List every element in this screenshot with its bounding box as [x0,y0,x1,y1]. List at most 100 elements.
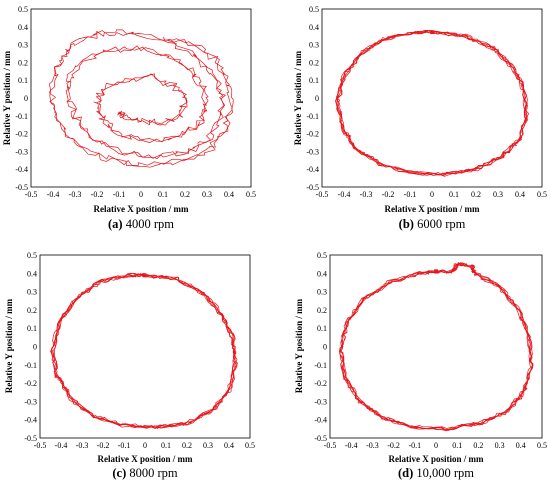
x-tick-label: 0.3 [493,190,503,199]
x-tick-label: 0.3 [202,190,212,199]
x-tick-label: 0.2 [471,190,481,199]
x-axis-label: Relative X position / mm [98,454,193,464]
orbit-series-line [339,262,533,431]
x-axis-label: Relative X position / mm [94,204,189,214]
y-tick-label: 0.1 [309,76,319,85]
x-tick-label: 0.2 [180,190,190,199]
x-tick-label: 0.5 [537,190,547,199]
y-tick-label: 0 [33,343,37,352]
x-tick-label: 0.4 [516,441,526,450]
y-tick-label: 0.3 [27,288,37,297]
x-axis-label: Relative X position / mm [389,454,484,464]
orbit-trace [49,29,234,168]
y-tick-label: 0.5 [309,5,319,14]
y-tick-label: -0.1 [306,112,319,121]
orbit-series-line [339,262,534,432]
y-tick-label: 0.4 [317,269,327,278]
y-tick-label: -0.4 [24,416,37,425]
y-tick-label: -0.2 [15,130,28,139]
panel-caption: (c) 8000 rpm [112,466,178,480]
y-tick-label: -0.1 [15,112,28,121]
x-tick-label: -0.1 [404,190,417,199]
y-tick-label: 0.2 [317,306,327,315]
x-tick-label: 0.3 [203,441,213,450]
x-tick-label: -0.5 [34,441,47,450]
orbit-panel-d: -0.5 -0.4 -0.3 -0.2 -0.1 0 0.1 0.2 0.3 0.4 0.5 -0.… [294,251,547,480]
x-tick-label: 0.2 [473,441,483,450]
y-axis-label: Relative Y position / mm [293,50,303,145]
y-tick-label: 0.3 [317,288,327,297]
x-tick-label: -0.3 [360,190,373,199]
x-tick-label: 0 [430,190,434,199]
y-tick-label: 0 [323,343,327,352]
caption-label: (c) [112,466,126,480]
plot-frame [30,8,252,188]
x-tick-label: -0.4 [345,441,358,450]
y-tick-label: 0.3 [309,41,319,50]
caption-text: 4000 rpm [123,217,175,231]
orbit-series-line [335,29,528,177]
x-tick-label: 0.1 [449,190,459,199]
y-tick-labels: -0.5 -0.4 -0.3 -0.2 -0.1 0 0.1 0.2 0.3 0.4 0.5 [24,251,37,443]
x-tick-label: -0.2 [97,441,110,450]
x-tick-label: -0.3 [76,441,89,450]
orbit-panel-b: -0.5 -0.4 -0.3 -0.2 -0.1 0 0.1 0.2 0.3 0.4 0.5 -0.… [293,5,547,231]
y-tick-label: -0.3 [314,397,327,406]
orbit-series-line [338,263,534,431]
y-tick-label: 0.1 [27,324,37,333]
y-tick-label: 0.4 [18,23,28,32]
x-tick-label: -0.5 [324,441,337,450]
y-tick-label: 0.2 [309,58,319,67]
orbit-series-line [336,29,529,176]
x-tick-label: -0.1 [408,441,421,450]
y-tick-label: 0.1 [317,324,327,333]
y-tick-label: 0.5 [18,5,28,14]
y-axis-label: Relative Y position / mm [4,298,14,393]
panel-caption: (b) 6000 rpm [399,217,466,231]
y-tick-label: -0.3 [306,147,319,156]
x-tick-labels: -0.5 -0.4 -0.3 -0.2 -0.1 0 0.1 0.2 0.3 0.4 0.5 [34,441,255,450]
x-tick-label: -0.4 [47,190,60,199]
x-tick-label: 0.4 [224,190,234,199]
x-tick-label: -0.2 [382,190,395,199]
x-tick-label: -0.1 [118,441,131,450]
caption-text: 6000 rpm [414,217,466,231]
x-tick-label: 0 [139,190,143,199]
x-tick-label: 0.3 [495,441,505,450]
x-tick-labels: -0.5 -0.4 -0.3 -0.2 -0.1 0 0.1 0.2 0.3 0.4 0.5 [324,441,547,450]
x-axis-label: Relative X position / mm [385,204,480,214]
x-tick-labels: -0.5 -0.4 -0.3 -0.2 -0.1 0 0.1 0.2 0.3 0.4 0.5 [25,190,256,199]
x-tick-label: 0 [143,441,147,450]
y-tick-label: 0.2 [27,306,37,315]
y-tick-label: -0.3 [24,397,37,406]
caption-label: (a) [108,217,123,231]
x-tick-label: 0.1 [158,190,168,199]
x-tick-label: 0 [434,441,438,450]
x-tick-label: 0.5 [246,190,256,199]
panel-caption: (a) 4000 rpm [108,217,174,231]
y-tick-label: 0.4 [309,23,319,32]
y-tick-label: -0.2 [306,130,319,139]
y-tick-label: -0.1 [314,361,327,370]
y-tick-label: -0.4 [306,165,319,174]
caption-label: (b) [399,217,414,231]
x-tick-label: 0.4 [515,190,525,199]
orbit-trace [338,262,534,432]
y-tick-label: -0.2 [24,379,37,388]
y-tick-label: -0.5 [15,183,28,192]
y-tick-label: -0.3 [15,147,28,156]
orbit-series-line [50,273,238,428]
x-tick-label: -0.2 [387,441,400,450]
x-tick-label: -0.2 [91,190,104,199]
y-tick-label: 0.5 [317,251,327,260]
x-tick-label: 0.5 [537,441,547,450]
x-tick-label: 0.4 [224,441,234,450]
y-tick-label: -0.5 [314,434,327,443]
y-tick-label: -0.5 [24,434,37,443]
y-tick-label: 0 [315,94,319,103]
orbit-panel-c: -0.5 -0.4 -0.3 -0.2 -0.1 0 0.1 0.2 0.3 0.4 0.5 -0.… [4,251,255,480]
y-tick-labels: -0.5 -0.4 -0.3 -0.2 -0.1 0 0.1 0.2 0.3 0.4 0.5 [314,251,327,443]
y-tick-label: -0.4 [314,416,327,425]
x-tick-label: -0.4 [338,190,351,199]
